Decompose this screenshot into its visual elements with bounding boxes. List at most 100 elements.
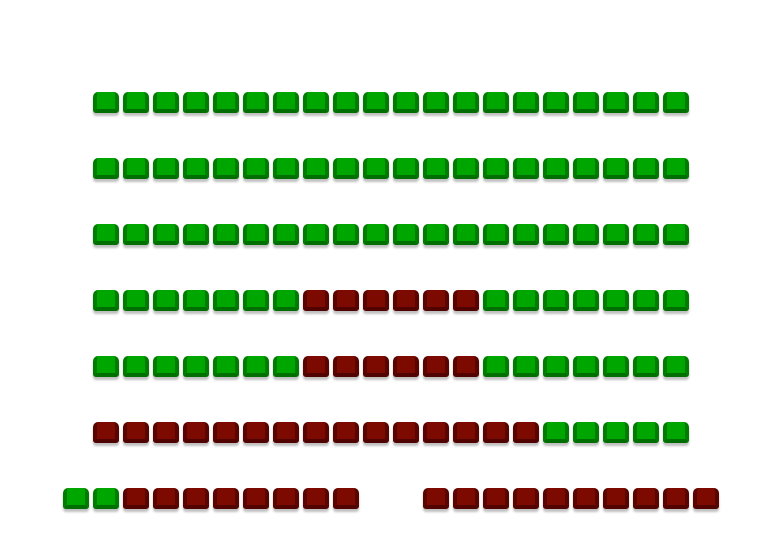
seat-available[interactable] bbox=[93, 290, 119, 311]
seat-available[interactable] bbox=[303, 224, 329, 245]
seat-available[interactable] bbox=[603, 158, 629, 179]
seat-available[interactable] bbox=[483, 92, 509, 113]
seat-available[interactable] bbox=[453, 224, 479, 245]
seat-available[interactable] bbox=[513, 224, 539, 245]
seat-available[interactable] bbox=[633, 356, 659, 377]
seat-available[interactable] bbox=[93, 158, 119, 179]
seat-available[interactable] bbox=[273, 290, 299, 311]
seat-available[interactable] bbox=[213, 224, 239, 245]
seat-available[interactable] bbox=[423, 224, 449, 245]
seat-available[interactable] bbox=[153, 290, 179, 311]
seat-available[interactable] bbox=[663, 290, 689, 311]
seat-available[interactable] bbox=[183, 224, 209, 245]
seat-available[interactable] bbox=[543, 356, 569, 377]
seat-available[interactable] bbox=[213, 158, 239, 179]
seat-available[interactable] bbox=[513, 290, 539, 311]
seat-available[interactable] bbox=[93, 356, 119, 377]
seat-available[interactable] bbox=[603, 224, 629, 245]
seat-available[interactable] bbox=[333, 92, 359, 113]
seat-available[interactable] bbox=[243, 92, 269, 113]
seat-available[interactable] bbox=[213, 356, 239, 377]
seat-available[interactable] bbox=[243, 158, 269, 179]
seat-available[interactable] bbox=[573, 224, 599, 245]
seat-available[interactable] bbox=[243, 290, 269, 311]
seat-available[interactable] bbox=[603, 422, 629, 443]
seat-available[interactable] bbox=[663, 356, 689, 377]
seat-available[interactable] bbox=[363, 92, 389, 113]
seat-available[interactable] bbox=[63, 488, 89, 509]
seat-available[interactable] bbox=[183, 158, 209, 179]
seat-available[interactable] bbox=[333, 224, 359, 245]
seat-taken bbox=[333, 422, 359, 443]
seat-available[interactable] bbox=[543, 92, 569, 113]
seat-taken bbox=[243, 422, 269, 443]
seat-available[interactable] bbox=[423, 158, 449, 179]
seat-available[interactable] bbox=[633, 92, 659, 113]
seat-available[interactable] bbox=[393, 158, 419, 179]
seat-available[interactable] bbox=[183, 356, 209, 377]
seat-available[interactable] bbox=[633, 422, 659, 443]
seat-available[interactable] bbox=[183, 92, 209, 113]
seat-available[interactable] bbox=[573, 290, 599, 311]
seat-available[interactable] bbox=[153, 92, 179, 113]
seat-available[interactable] bbox=[123, 224, 149, 245]
seat-taken bbox=[513, 422, 539, 443]
seat-available[interactable] bbox=[93, 488, 119, 509]
seat-available[interactable] bbox=[213, 290, 239, 311]
seat-available[interactable] bbox=[303, 92, 329, 113]
seat-available[interactable] bbox=[423, 92, 449, 113]
seat-available[interactable] bbox=[453, 92, 479, 113]
seat-available[interactable] bbox=[453, 158, 479, 179]
seat-available[interactable] bbox=[213, 92, 239, 113]
seat-available[interactable] bbox=[513, 356, 539, 377]
seat-taken bbox=[453, 488, 479, 509]
seat-available[interactable] bbox=[663, 422, 689, 443]
seat-available[interactable] bbox=[633, 158, 659, 179]
seat-available[interactable] bbox=[573, 422, 599, 443]
seat-available[interactable] bbox=[663, 92, 689, 113]
seat-available[interactable] bbox=[513, 92, 539, 113]
seat-available[interactable] bbox=[123, 356, 149, 377]
seat-available[interactable] bbox=[483, 224, 509, 245]
seat-available[interactable] bbox=[183, 290, 209, 311]
seat-available[interactable] bbox=[273, 158, 299, 179]
seat-available[interactable] bbox=[303, 158, 329, 179]
seat-available[interactable] bbox=[543, 290, 569, 311]
seat-available[interactable] bbox=[243, 356, 269, 377]
seat-available[interactable] bbox=[513, 158, 539, 179]
seat-available[interactable] bbox=[243, 224, 269, 245]
seat-available[interactable] bbox=[543, 224, 569, 245]
seat-available[interactable] bbox=[393, 224, 419, 245]
seat-available[interactable] bbox=[543, 422, 569, 443]
seat-available[interactable] bbox=[633, 290, 659, 311]
seat-available[interactable] bbox=[333, 158, 359, 179]
seat-available[interactable] bbox=[663, 224, 689, 245]
seat-available[interactable] bbox=[153, 158, 179, 179]
seat-available[interactable] bbox=[153, 224, 179, 245]
seat-available[interactable] bbox=[153, 356, 179, 377]
seat-available[interactable] bbox=[573, 92, 599, 113]
seat-available[interactable] bbox=[273, 92, 299, 113]
seat-available[interactable] bbox=[273, 356, 299, 377]
seat-available[interactable] bbox=[123, 92, 149, 113]
seat-available[interactable] bbox=[483, 158, 509, 179]
seat-available[interactable] bbox=[123, 290, 149, 311]
seat-available[interactable] bbox=[273, 224, 299, 245]
seat-available[interactable] bbox=[603, 356, 629, 377]
seat-available[interactable] bbox=[543, 158, 569, 179]
seat-available[interactable] bbox=[573, 356, 599, 377]
seat-available[interactable] bbox=[603, 290, 629, 311]
seat-taken bbox=[363, 356, 389, 377]
seat-available[interactable] bbox=[483, 290, 509, 311]
seat-available[interactable] bbox=[363, 158, 389, 179]
seat-available[interactable] bbox=[483, 356, 509, 377]
seat-available[interactable] bbox=[603, 92, 629, 113]
seat-available[interactable] bbox=[363, 224, 389, 245]
seat-available[interactable] bbox=[573, 158, 599, 179]
seat-available[interactable] bbox=[393, 92, 419, 113]
seat-available[interactable] bbox=[123, 158, 149, 179]
seat-available[interactable] bbox=[663, 158, 689, 179]
seat-available[interactable] bbox=[93, 92, 119, 113]
seat-available[interactable] bbox=[633, 224, 659, 245]
seat-available[interactable] bbox=[93, 224, 119, 245]
